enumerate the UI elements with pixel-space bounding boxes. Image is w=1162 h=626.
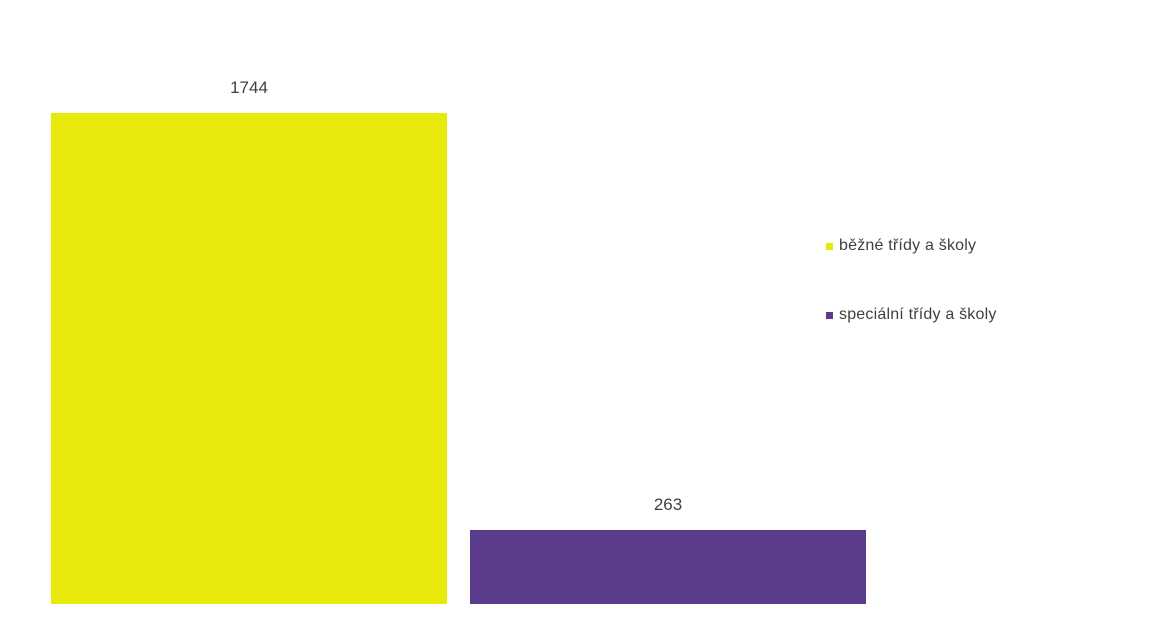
legend-label-regular: běžné třídy a školy: [839, 237, 977, 254]
legend-item-regular: běžné třídy a školy: [826, 234, 997, 258]
legend-item-special: speciální třídy a školy: [826, 303, 997, 327]
data-label-regular: 1744: [230, 78, 268, 97]
bar-special: [470, 529, 866, 604]
data-label-special: 263: [654, 495, 682, 514]
legend: běžné třídy a školy speciální třídy a šk…: [826, 234, 997, 372]
legend-label-special: speciální třídy a školy: [839, 306, 997, 323]
legend-swatch-regular: [826, 242, 833, 250]
legend-swatch-special: [826, 311, 833, 319]
bar-regular: [51, 113, 447, 604]
